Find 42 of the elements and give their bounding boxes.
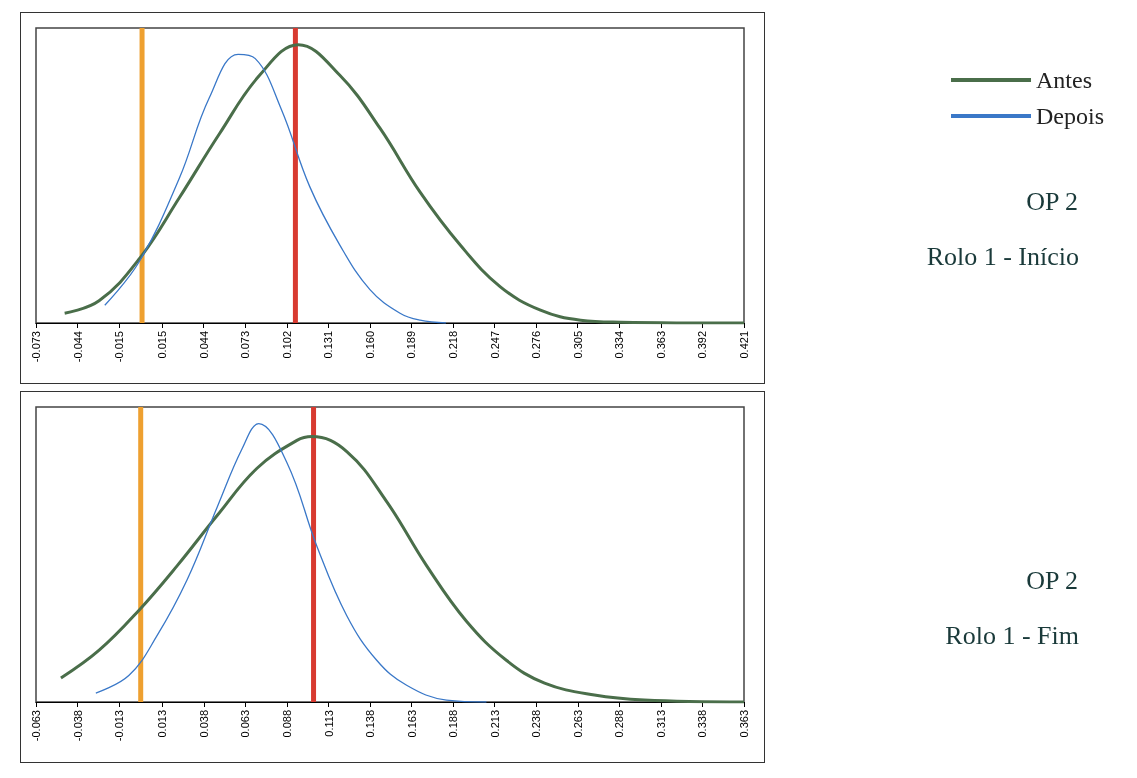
- x-tick-label: 0.313: [654, 710, 667, 738]
- x-tick-label: 0.088: [280, 710, 293, 738]
- x-tick-label: 0.238: [530, 710, 543, 738]
- x-tick-label: 0.421: [738, 331, 750, 359]
- x-tick-label: 0.338: [696, 710, 709, 738]
- text: OP 2: [1026, 565, 1079, 595]
- x-tick-label: 0.188: [447, 710, 460, 738]
- x-tick-label: -0.063: [30, 710, 42, 742]
- x-tick-label: 0.213: [488, 710, 501, 738]
- x-tick-label: -0.038: [71, 710, 84, 742]
- x-tick-label: 0.113: [322, 710, 335, 737]
- x-tick-label: 0.218: [447, 331, 460, 359]
- text: OP 2: [1026, 186, 1079, 216]
- text: Rolo 1 - Fim: [945, 620, 1080, 650]
- x-tick-label: 0.015: [156, 331, 169, 359]
- x-tick-label: 0.263: [571, 710, 584, 738]
- x-tick-label: 0.247: [488, 331, 501, 359]
- x-tick-label: 0.044: [197, 331, 210, 359]
- text: Rolo 1 - Início: [926, 241, 1080, 271]
- x-tick-label: -0.015: [113, 331, 126, 363]
- x-tick-label: 0.288: [613, 710, 626, 738]
- x-tick-label: 0.363: [738, 710, 750, 738]
- legend-label: Depois: [1036, 103, 1105, 129]
- x-tick-label: 0.189: [405, 331, 418, 359]
- x-tick-label: 0.334: [613, 331, 626, 359]
- x-tick-label: 0.138: [364, 710, 377, 738]
- x-tick-label: 0.131: [322, 331, 335, 359]
- x-tick-label: 0.073: [239, 331, 252, 359]
- x-tick-label: 0.163: [405, 710, 418, 738]
- x-tick-label: 0.063: [239, 710, 252, 738]
- x-tick-label: 0.305: [571, 331, 584, 359]
- x-tick-label: 0.102: [280, 331, 293, 359]
- x-tick-label: -0.073: [30, 331, 42, 363]
- x-tick-label: 0.276: [530, 331, 543, 359]
- x-tick-label: 0.013: [156, 710, 169, 738]
- x-tick-label: -0.013: [113, 710, 126, 742]
- x-tick-label: 0.160: [363, 331, 376, 359]
- legend-label: Antes: [1036, 67, 1093, 93]
- x-tick-label: 0.363: [654, 331, 667, 359]
- x-tick-label: -0.044: [71, 331, 84, 363]
- x-tick-label: 0.038: [197, 710, 210, 738]
- x-tick-label: 0.392: [696, 331, 709, 359]
